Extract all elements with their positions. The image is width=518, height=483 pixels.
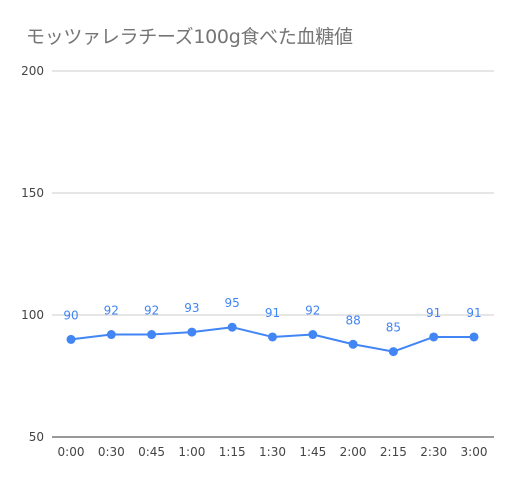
x-tick-label: 1:00 [178,445,205,459]
data-label: 92 [104,304,119,318]
data-point [66,334,76,344]
data-point [187,327,197,337]
y-tick-label: 150 [21,186,44,200]
data-point [469,332,479,342]
data-point [106,330,116,340]
data-label: 88 [345,313,360,327]
data-label: 85 [386,321,401,335]
x-tick-label: 2:30 [420,445,447,459]
x-tick-label: 3:00 [461,445,488,459]
x-tick-label: 1:15 [219,445,246,459]
data-point [308,330,318,340]
data-label: 91 [265,306,280,320]
data-point [429,332,439,342]
x-tick-label: 2:15 [380,445,407,459]
x-axis-ticks: 0:00 0:30 0:45 1:00 1:15 1:30 1:45 2:00 2:15 2:30… [58,445,488,459]
x-tick-label: 1:30 [259,445,286,459]
data-labels: 90 92 92 93 95 91 92 88 85 91 91 [63,296,481,334]
x-tick-label: 2:00 [340,445,367,459]
y-tick-label: 200 [21,64,44,78]
data-point [227,322,237,332]
series-points [66,322,479,357]
data-label: 92 [305,304,320,318]
data-label: 91 [466,306,481,320]
y-tick-label: 50 [29,430,44,444]
x-tick-label: 1:45 [299,445,326,459]
data-label: 93 [184,301,199,315]
data-point [147,330,157,340]
chart-title: モッツァレラチーズ100g食べた血糖値 [26,26,353,48]
data-point [348,339,358,349]
data-label: 95 [225,296,240,310]
data-label: 91 [426,306,441,320]
x-tick-label: 0:30 [98,445,125,459]
x-tick-label: 0:00 [58,445,85,459]
data-point [388,347,398,357]
data-point [268,332,277,342]
data-label: 90 [63,308,78,322]
y-tick-label: 100 [21,308,44,322]
gridlines [52,70,494,438]
data-label: 92 [144,304,159,318]
x-tick-label: 0:45 [138,445,165,459]
y-axis-ticks: 50 100 150 200 [21,64,44,444]
